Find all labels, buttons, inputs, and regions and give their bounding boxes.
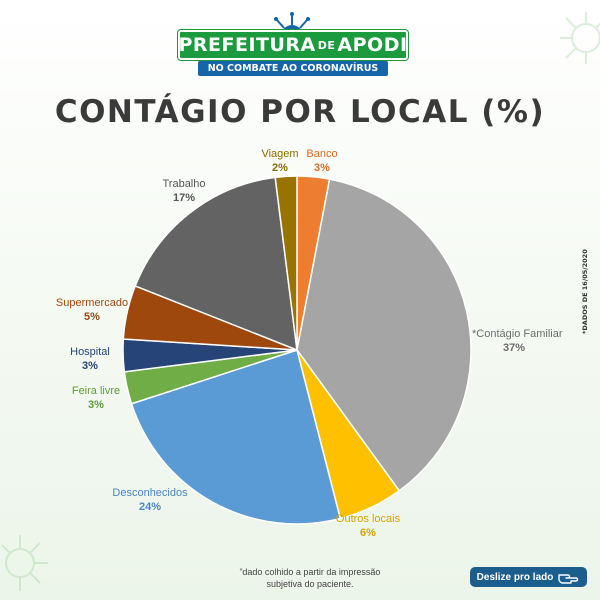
slice-label-supermercado: Supermercado 5% [56, 297, 128, 323]
virus-decoration-bottom-left-icon [1, 535, 48, 591]
slice-label-desconhecidos: Desconhecidos 24% [112, 487, 188, 513]
slice-label-outros-locais: Outros locais 6% [336, 513, 401, 539]
slice-label-banco: Banco 3% [306, 148, 337, 174]
data-date-note: *DADOS DE 16/05/2020 [581, 249, 589, 334]
prefeitura-logo: PREFEITURA DE APODI NO COMBATE AO CORONA… [0, 8, 600, 80]
pointing-hand-icon [558, 574, 579, 584]
virus-decoration-top-right-icon [560, 12, 600, 64]
logo-title-box: PREFEITURA DE APODI [178, 30, 408, 60]
slice-label-feira-livre: Feira livre 3% [72, 385, 120, 411]
slice-label-cont-gio-familiar: *Contágio Familiar 37% [472, 328, 563, 354]
logo-title-de: DE [317, 38, 336, 52]
footnote: *dado colhido a partir da impressão subj… [190, 566, 430, 590]
slice-label-viagem: Viagem 2% [261, 148, 298, 174]
chart-title: CONTÁGIO POR LOCAL (%) [54, 94, 546, 130]
swipe-button-label: Deslize pro lado [476, 571, 554, 583]
pie-slice-trabalho [134, 176, 298, 352]
pie-slice-viagem [274, 175, 298, 351]
footnote-asterisk: * [239, 568, 243, 575]
footnote-line1: dado colhido a partir da impressão [242, 567, 381, 577]
pie-slice-cont-gio-familiar [296, 178, 472, 492]
logo-subtitle: NO COMBATE AO CORONAVÍRUS [198, 61, 388, 76]
footnote-line2: subjetiva do paciente. [266, 579, 354, 589]
logo-title-right: APODI [337, 34, 408, 56]
slice-label-hospital: Hospital 3% [70, 346, 110, 372]
swipe-button[interactable]: Deslize pro lado [470, 567, 587, 587]
pie-slice-desconhecidos [130, 349, 342, 525]
slice-label-trabalho: Trabalho 17% [162, 178, 205, 204]
logo-title-left: PREFEITURA [178, 34, 316, 56]
